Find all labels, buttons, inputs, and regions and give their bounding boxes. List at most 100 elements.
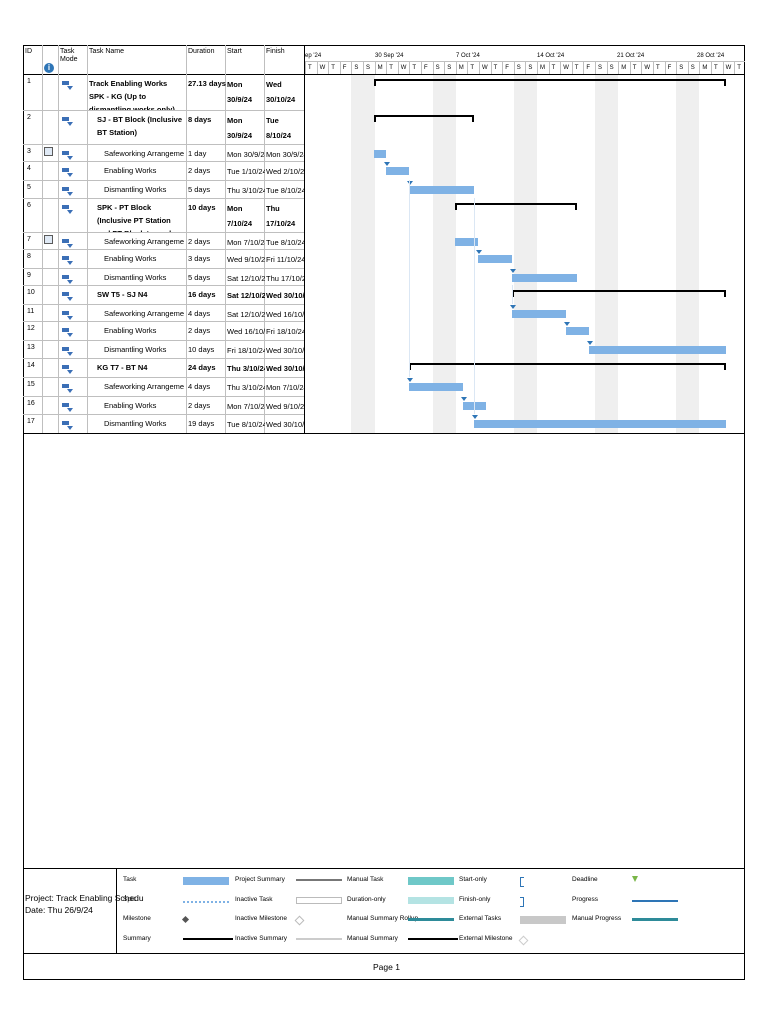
legend-label: Project Summary (235, 876, 285, 883)
timescale-tick (537, 62, 538, 74)
task-name: Safeworking Arrangement (104, 237, 184, 246)
timescale-day: S (690, 65, 695, 71)
row-divider (23, 144, 304, 145)
summary-bar-cap (724, 363, 726, 370)
task-id: 8 (27, 253, 31, 260)
task-id: 17 (27, 418, 35, 425)
task-id: 3 (27, 148, 31, 155)
gantt-divider (304, 45, 305, 433)
auto-scheduled-icon (62, 325, 74, 337)
legend-duration-only-symbol (408, 897, 454, 904)
task-duration: 19 days (188, 419, 215, 428)
dependency-arrow (461, 397, 467, 401)
summary-bar-cap (472, 115, 474, 122)
timescale-tick (664, 62, 666, 74)
legend-label: Split (123, 896, 136, 903)
timescale-day: W (644, 65, 651, 71)
timescale-day: S (679, 65, 684, 71)
summary-bar-cap (374, 79, 376, 86)
timescale-day: T (493, 65, 498, 71)
summary-bar-cap (374, 115, 376, 122)
timescale-day: W (319, 65, 326, 71)
task-name: Safeworking Arrangement (104, 309, 184, 318)
timescale-tick (339, 62, 341, 74)
timescale-day: T (470, 65, 475, 71)
timescale-tick (711, 62, 712, 74)
legend-finish-only-symbol (520, 897, 524, 907)
legend-label: Inactive Task (235, 896, 273, 903)
task-duration: 10 days (188, 203, 216, 212)
row-divider (23, 180, 304, 181)
task-finish: Tue 8/10/24 (266, 238, 305, 247)
legend-manual-summary-symbol (408, 938, 458, 940)
auto-scheduled-icon (62, 272, 74, 284)
timescale-tick (490, 62, 492, 74)
legend-progress-symbol (632, 900, 678, 902)
auto-scheduled-icon (62, 400, 74, 412)
task-id: 9 (27, 272, 31, 279)
timescale-tick (305, 62, 306, 74)
legend-label: Manual Progress (572, 915, 622, 922)
header-id: ID (25, 48, 32, 55)
table-bottom-line (23, 433, 745, 434)
auto-scheduled-icon (62, 289, 74, 301)
auto-scheduled-icon (62, 344, 74, 356)
weekend-shading (432, 74, 456, 433)
timescale-day: W (482, 65, 488, 71)
task-id: 6 (27, 202, 31, 209)
task-duration: 27.13 days (188, 79, 226, 88)
task-bar (474, 420, 726, 428)
timescale-tick (734, 62, 736, 74)
summary-bar (512, 290, 726, 292)
timescale-divider (304, 61, 745, 62)
timescale-day: S (516, 65, 521, 71)
task-start: Mon 7/10/24 (227, 204, 253, 228)
task-finish: Tue 8/10/24 (266, 186, 305, 195)
timescale-day: T (632, 65, 637, 71)
summary-bar (455, 203, 577, 205)
task-bar (386, 167, 409, 175)
legend-split-symbol (183, 901, 229, 903)
timescale-day: S (609, 65, 614, 71)
summary-bar-cap (512, 290, 514, 297)
task-start: Sat 12/10/24 (227, 274, 265, 283)
header-task-name: Task Name (89, 48, 125, 55)
task-finish: Wed 30/10/2 (266, 346, 305, 355)
task-duration: 1 day (188, 149, 207, 158)
task-duration: 8 days (188, 115, 212, 124)
timescale-day: M (540, 65, 545, 71)
task-bar (478, 255, 512, 263)
task-bar (455, 238, 478, 246)
summary-task-name: KG T7 - BT N4 (97, 363, 148, 372)
timescale-day: S (447, 65, 452, 71)
calendar-icon (44, 235, 53, 244)
task-id: 11 (27, 308, 35, 315)
task-finish: Wed 30/10/24 (266, 420, 305, 429)
dependency-arrow (407, 378, 413, 382)
timescale-week: 28 Oct '24 (697, 53, 725, 59)
timescale-day: F (505, 65, 509, 71)
timescale-tick (502, 62, 504, 74)
timescale-day: T (656, 65, 660, 71)
row-divider (23, 268, 304, 269)
project-name: Project: Track Enabling Schedu (25, 893, 144, 903)
timescale-day: T (412, 65, 417, 71)
timescale-tick (653, 62, 654, 74)
timescale-week: 7 Oct '24 (456, 53, 480, 59)
timescale-day: S (528, 65, 533, 71)
weekend-shading (676, 74, 700, 433)
task-name: Dismantling Works (104, 345, 167, 354)
row-divider (23, 232, 304, 233)
timescale-tick (513, 62, 515, 74)
page-number: Page 1 (373, 962, 400, 972)
legend-summary-symbol (183, 938, 233, 940)
task-finish: Wed 30/10/24 (266, 80, 296, 104)
auto-scheduled-icon (62, 362, 74, 374)
task-finish: Wed 30/10/2 (266, 364, 305, 373)
header-duration: Duration (188, 48, 215, 55)
summary-task-name: SJ - BT Block (Inclusive BT Station) (97, 115, 183, 137)
timescale-tick (722, 62, 724, 74)
summary-bar-cap (724, 79, 726, 86)
task-name: Enabling Works (104, 401, 157, 410)
task-start: Mon 30/9/24 (227, 150, 265, 159)
